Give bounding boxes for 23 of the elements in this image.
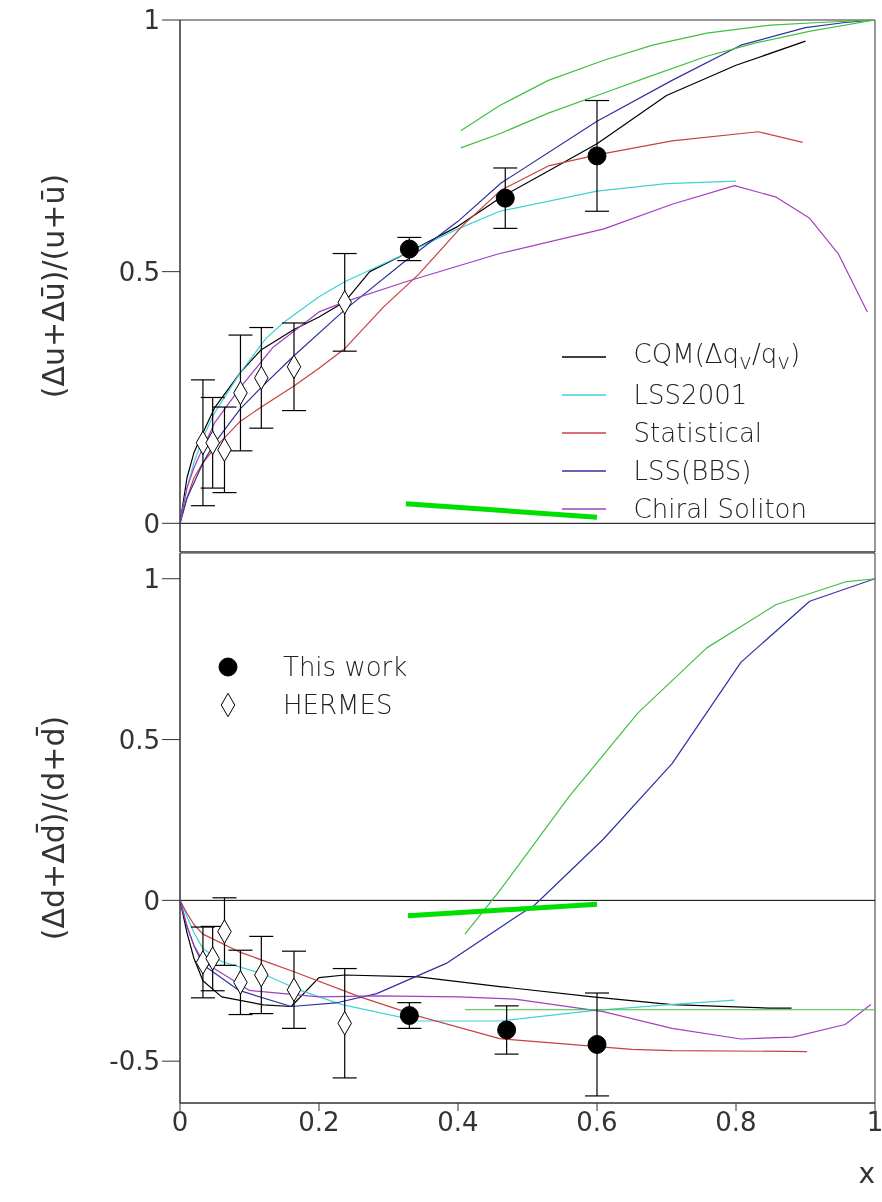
y-tick-label: -0.5 [109,1046,160,1077]
legend-label: CQM(Δq$_{v}$/q$_{v}$) [633,339,801,375]
x-tick-label: 1 [866,1107,882,1138]
legend-label: HERMES [283,690,393,720]
y-axis-title: (Δd+Δd̄)/(d+d̄) [35,715,71,941]
y-tick-label: 0 [143,508,160,539]
y-tick-label: 0.5 [118,724,160,755]
x-tick-label: 0.4 [437,1107,479,1138]
legend-label: LSS2001 [633,380,748,410]
y-tick-label: 0 [143,885,160,916]
y-axis-title: (Δu+Δū)/(u+ū) [35,173,71,399]
legend-label: Statistical [633,418,763,448]
x-tick-label: 0.6 [576,1107,618,1138]
legend-label: LSS(BBS) [633,456,752,486]
x-tick-label: 0.2 [298,1107,340,1138]
y-tick-label: 1 [143,5,160,36]
x-tick-label: 0 [171,1107,189,1138]
y-tick-label: 0.5 [118,256,160,287]
x-axis-title: x [858,1157,875,1190]
legend-label: This work [283,652,408,682]
x-tick-label: 0.8 [715,1107,757,1138]
legend-label: Chiral Soliton [633,494,807,524]
y-tick-label: 1 [143,563,160,594]
